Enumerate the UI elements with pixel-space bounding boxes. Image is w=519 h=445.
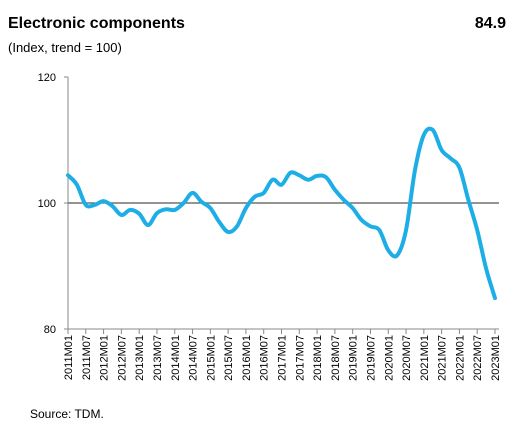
x-tick-label: 2022M01 <box>454 335 466 381</box>
source-note: Source: TDM. <box>30 407 104 421</box>
x-tick-label: 2016M07 <box>259 335 271 381</box>
x-tick-label: 2020M07 <box>401 335 413 381</box>
x-tick-label: 2016M01 <box>241 335 253 381</box>
x-tick-label: 2012M01 <box>99 335 111 381</box>
x-tick-label: 2019M07 <box>365 335 377 381</box>
x-tick-label: 2021M07 <box>437 335 449 381</box>
y-tick-label: 80 <box>44 324 56 336</box>
x-tick-label: 2013M01 <box>134 335 146 381</box>
x-tick-label: 2021M01 <box>419 335 431 381</box>
x-tick-label: 2013M07 <box>152 335 164 381</box>
chart-title: Electronic components <box>8 15 185 32</box>
x-tick-label: 2018M01 <box>312 335 324 381</box>
x-tick-label: 2018M07 <box>330 335 342 381</box>
x-tick-label: 2017M01 <box>277 335 289 381</box>
chart-subtitle: (Index, trend = 100) <box>8 40 122 55</box>
x-tick-label: 2020M01 <box>383 335 395 381</box>
latest-value: 84.9 <box>475 15 506 32</box>
x-tick-label: 2015M01 <box>205 335 217 381</box>
data-line <box>66 126 497 301</box>
x-tick-label: 2022M07 <box>472 335 484 381</box>
x-tick-label: 2019M01 <box>348 335 360 381</box>
x-tick-label: 2014M01 <box>170 335 182 381</box>
x-tick-label: 2014M07 <box>188 335 200 381</box>
x-tick-label: 2023M01 <box>490 335 502 381</box>
x-tick-label: 2011M01 <box>63 335 75 380</box>
x-tick-label: 2017M07 <box>294 335 306 381</box>
y-tick-label: 100 <box>38 198 56 210</box>
x-tick-label: 2015M07 <box>223 335 235 381</box>
x-tick-label: 2012M07 <box>116 335 128 381</box>
y-tick-label: 120 <box>38 72 56 84</box>
x-tick-label: 2011M07 <box>81 335 93 380</box>
